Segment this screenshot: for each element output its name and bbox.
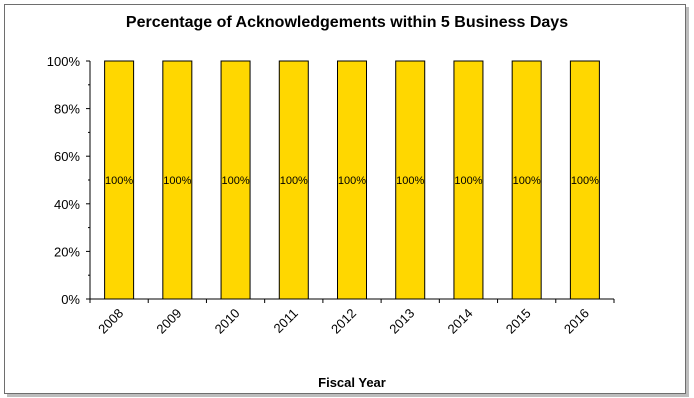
x-axis: 2008 2009 2010 2011 2012 2013 2014 2015 2016 — [89, 298, 615, 337]
y-tick-label: 60% — [54, 149, 80, 164]
x-tick-label: 2014 — [445, 306, 476, 337]
x-tick-label: 2011 — [271, 306, 301, 336]
x-tick-label: 2008 — [95, 306, 126, 337]
x-tick-label: 2009 — [153, 306, 184, 337]
y-tick-label: 40% — [54, 197, 80, 212]
y-tick-label: 100% — [47, 54, 81, 69]
y-tick-label: 0% — [61, 292, 80, 307]
bars: 100% 100% 100% 100% 100% 100% 100% 100% 100% — [104, 60, 600, 300]
bar-2014 — [453, 60, 484, 300]
x-tick-label: 2010 — [212, 306, 243, 337]
bar-data-label: 100% — [513, 175, 541, 187]
bar-2010 — [220, 60, 251, 300]
bar-data-label: 100% — [338, 175, 366, 187]
chart-title: Percentage of Acknowledgements within 5 … — [125, 14, 569, 31]
y-axis: 0% 20% 40% 60% 80% 100% — [47, 54, 91, 307]
bar-data-label: 100% — [571, 175, 599, 187]
bar-2013 — [395, 60, 426, 300]
x-tick-label: 2012 — [328, 306, 359, 337]
bar-data-label: 100% — [396, 175, 424, 187]
bar-data-label: 100% — [163, 175, 191, 187]
bar-2012 — [337, 60, 367, 300]
bar-2008 — [104, 60, 135, 300]
bar-data-label: 100% — [221, 175, 249, 187]
y-tick-label: 80% — [54, 102, 80, 117]
bar-data-label: 100% — [280, 175, 308, 187]
bar-2011 — [278, 60, 309, 300]
bar-2015 — [511, 60, 542, 300]
bar-2009 — [162, 60, 193, 300]
bar-data-label: 100% — [105, 175, 133, 187]
x-tick-label: 2013 — [386, 306, 417, 337]
x-tick-label: 2015 — [503, 306, 534, 337]
y-tick-label: 20% — [54, 244, 80, 259]
x-axis-title: Fiscal Year — [318, 375, 386, 390]
bar-data-label: 100% — [454, 175, 482, 187]
x-tick-label: 2016 — [561, 306, 592, 337]
bar-2016 — [569, 60, 600, 300]
